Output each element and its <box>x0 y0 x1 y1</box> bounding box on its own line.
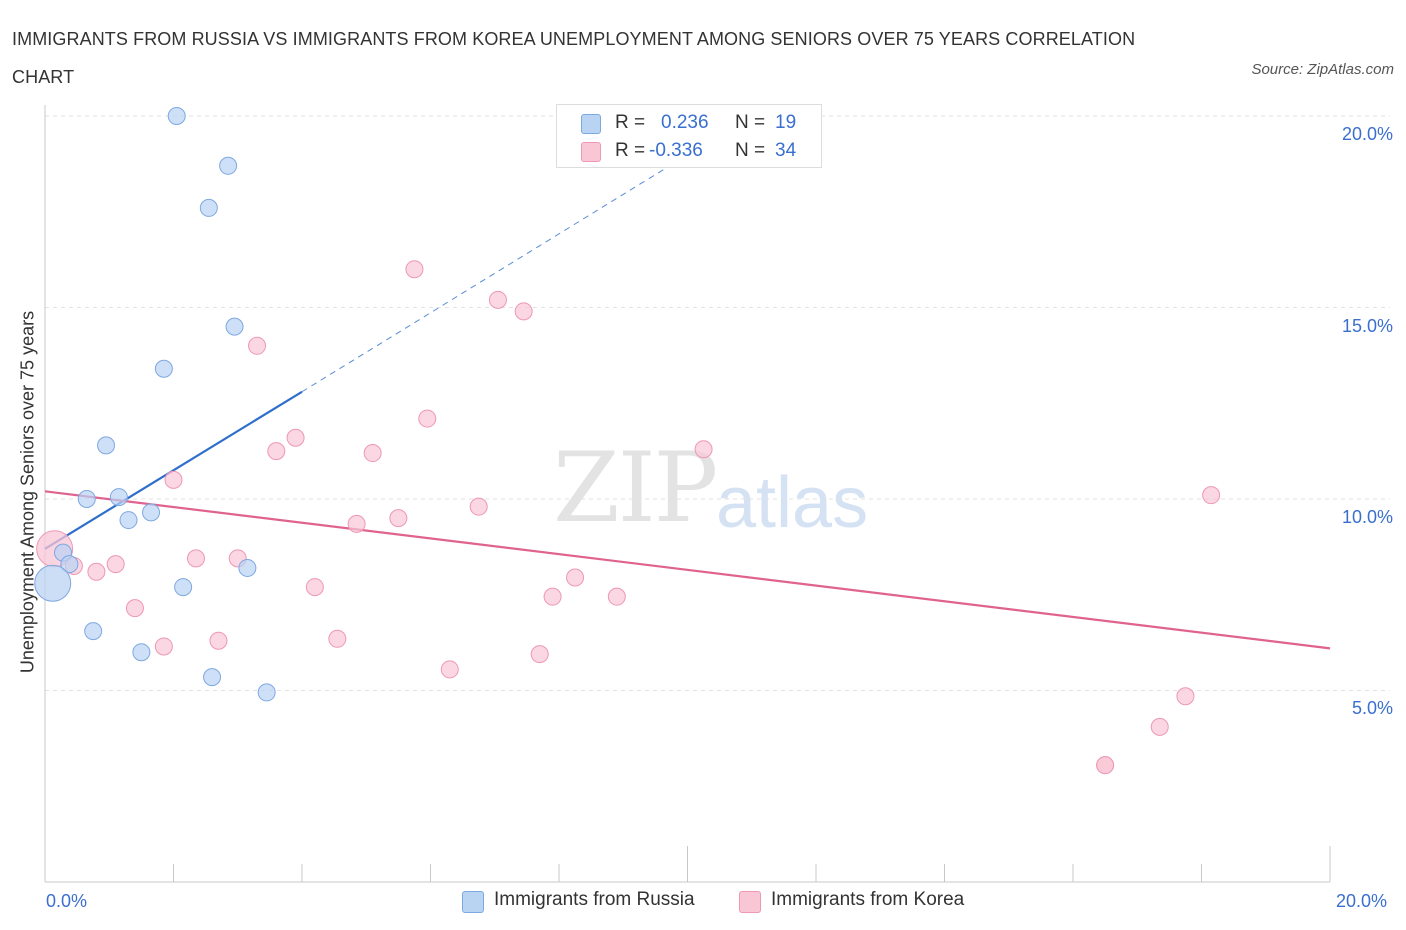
x-tick-label-max: 20.0% <box>1336 891 1388 911</box>
y-tick-label: 10.0% <box>1341 507 1393 527</box>
korea-point <box>405 260 424 279</box>
korea-point <box>209 631 228 650</box>
source-label: Source: ZipAtlas.com <box>1251 61 1394 78</box>
korea-point <box>248 336 267 355</box>
korea-point <box>106 555 125 574</box>
korea-point <box>469 497 488 516</box>
russia-point <box>257 683 276 702</box>
russia-point <box>77 490 96 508</box>
korea-point <box>389 509 408 528</box>
russia-trend-extension <box>301 134 720 393</box>
x-tick-label-min: 0.0% <box>46 891 88 911</box>
russia-point <box>97 436 116 455</box>
korea-point <box>164 470 183 489</box>
russia-n-value: 19 <box>775 112 797 133</box>
russia-r-value: 0.236 <box>661 112 709 133</box>
russia-point <box>167 107 186 125</box>
korea-point <box>328 629 347 648</box>
russia-point <box>119 511 138 530</box>
korea-legend-label: Immigrants from Korea <box>771 889 965 910</box>
russia-swatch <box>581 114 601 134</box>
r-label: R = <box>615 112 646 133</box>
korea-point <box>694 440 713 459</box>
korea-point <box>530 645 549 664</box>
korea-point <box>1150 717 1169 736</box>
korea-point <box>305 578 324 597</box>
russia-trend-line <box>44 390 303 550</box>
korea-point <box>1176 687 1195 706</box>
watermark-zip: ZIP <box>553 432 718 544</box>
korea-point <box>488 290 507 309</box>
russia-point <box>142 503 161 522</box>
chart-title: IMMIGRANTS FROM RUSSIA VS IMMIGRANTS FRO… <box>12 29 1136 87</box>
korea-point <box>1096 756 1115 775</box>
data-points <box>34 107 1221 775</box>
y-tick-label: 20.0% <box>1341 124 1393 144</box>
korea-r-value: -0.336 <box>649 140 703 161</box>
trend-lines <box>44 134 1331 650</box>
russia-point <box>34 564 72 602</box>
russia-legend-swatch <box>462 891 484 913</box>
korea-trend-line <box>44 490 1331 650</box>
russia-point <box>132 643 151 662</box>
russia-point <box>109 488 128 507</box>
korea-point <box>514 302 533 321</box>
russia-point <box>219 156 238 175</box>
korea-legend-swatch <box>739 891 761 913</box>
korea-point <box>87 562 106 581</box>
russia-point <box>84 622 103 641</box>
korea-point <box>154 637 173 656</box>
correlation-legend: R = 0.236 N = 19 R = -0.336 N = 34 <box>556 104 822 168</box>
korea-point <box>566 568 585 587</box>
korea-point <box>347 514 366 533</box>
korea-point <box>607 587 626 606</box>
korea-point <box>267 442 286 461</box>
n-label: N = <box>735 112 766 133</box>
russia-point <box>225 317 244 336</box>
russia-point <box>203 668 222 687</box>
korea-point <box>1202 486 1221 505</box>
r-label: R = <box>615 140 646 161</box>
russia-point <box>238 558 257 577</box>
russia-point <box>199 198 218 217</box>
y-tick-label: 15.0% <box>1341 316 1393 336</box>
korea-point <box>440 660 459 679</box>
russia-point <box>60 555 79 574</box>
y-axis-label: Unemployment Among Seniors over 75 years <box>17 310 38 674</box>
russia-legend-label: Immigrants from Russia <box>494 889 695 910</box>
axes <box>44 105 1331 883</box>
russia-point <box>154 359 173 378</box>
watermark-atlas: atlas <box>716 463 869 543</box>
korea-swatch <box>581 142 601 162</box>
korea-point <box>418 409 437 428</box>
korea-point <box>286 428 305 447</box>
russia-point <box>174 578 193 597</box>
korea-point <box>543 587 562 606</box>
korea-point <box>125 599 144 618</box>
y-tick-label: 5.0% <box>1351 698 1393 718</box>
korea-point <box>363 444 382 463</box>
n-label: N = <box>735 140 766 161</box>
korea-n-value: 34 <box>775 140 797 161</box>
korea-point <box>186 549 205 568</box>
gridlines <box>45 115 1390 691</box>
